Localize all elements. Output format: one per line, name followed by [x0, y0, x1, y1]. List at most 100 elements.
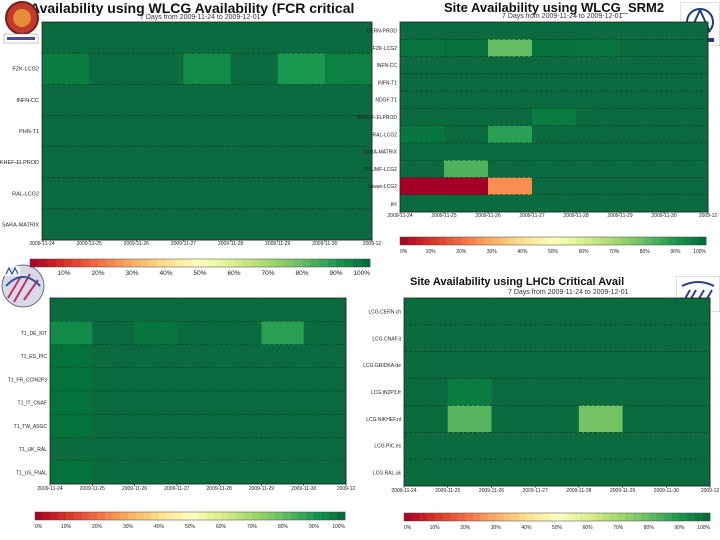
chart3-plot: T1_DE_KIT T1_ES_PIC T1_FR_CCIN2P3 T1_IT_CNA… — [8, 297, 355, 530]
chart3-cell-r3-c6 — [303, 367, 347, 392]
chart4-row-label: LCG.RAL.uk — [373, 471, 402, 477]
chart3-colorbar-label: 20% — [92, 524, 103, 530]
chart3-colorbar-segment — [228, 512, 237, 520]
chart3-cell-r0-c1 — [92, 298, 135, 322]
chart4-colorbar-segment — [618, 513, 627, 521]
chart1-colorbar-segment — [259, 259, 269, 267]
chart4-cell-r1-c6 — [666, 324, 711, 353]
chart3-cell-r3-c3 — [176, 367, 220, 392]
chart1-colorbar-label: 60% — [227, 270, 240, 277]
chart4-cell-r6-c5 — [622, 459, 667, 487]
chart2-cell-r4-c6 — [664, 91, 709, 109]
chart1-cell-r3-c6 — [324, 115, 373, 147]
chart1-cell-r4-c0 — [42, 146, 90, 179]
chart1-row-label: SARA-MATRIX — [2, 222, 40, 228]
chart2-cell-r2-c6 — [664, 56, 709, 75]
chart1-colorbar-segment — [310, 259, 320, 267]
chart3-row-label: T1_DE_KIT — [21, 331, 47, 337]
chart2-x-tick-label: 2009-11-28 — [563, 213, 588, 219]
chart1-cell-r2-c2 — [136, 84, 184, 116]
chart2-colorbar-segment — [598, 237, 607, 245]
chart4-cell-r5-c6 — [666, 432, 711, 460]
chart3-cell-r2-c0 — [50, 344, 93, 369]
chart4-colorbar-label: 40% — [521, 525, 532, 531]
chart1-cell-r5-c2 — [136, 177, 184, 210]
chart1-x-tick-label: 2009-11-24 — [29, 241, 54, 247]
chart2-colorbar-segment — [629, 237, 638, 245]
chart3-row-label: T1_TW_ASGC — [14, 424, 48, 430]
chart1-cell-r3-c5 — [277, 115, 326, 147]
chart2-cell-r10-c5 — [620, 194, 665, 213]
chart1-colorbar-label: 40% — [159, 270, 172, 277]
chart3-colorbar-segment — [104, 512, 113, 520]
chart4-colorbar-segment — [557, 513, 565, 521]
chart4-plot: LCG.CERN.ch LCG.CNAF.it LCG.GRIDKA.de LCG.I… — [363, 297, 719, 531]
chart3-cell-r1-c6 — [303, 321, 347, 345]
chart3-frame — [49, 297, 347, 485]
chart2-colorbar-segment — [591, 237, 600, 245]
chart4-cell-r5-c1 — [447, 432, 492, 460]
chart2-x-tick-label: 2009-12 — [699, 213, 718, 219]
chart3-cell-r5-c6 — [303, 414, 347, 438]
chart2-cell-r4-c0 — [400, 91, 445, 109]
chart1-cell-r6-c2 — [136, 208, 184, 241]
chart2-x-tick-label: 2009-11-26 — [475, 213, 500, 219]
chart3-colorbar-segment — [190, 512, 199, 520]
chart2-frame — [399, 21, 709, 213]
chart2-cell-r0-c3 — [532, 22, 577, 40]
chart2-cell-r7-c4 — [576, 142, 621, 161]
chart3-colorbar-segment — [128, 512, 137, 520]
chart3-colorbar-segment — [275, 512, 284, 520]
chart2-cell-r10-c6 — [664, 194, 709, 213]
chart2-cell-r8-c6 — [664, 160, 709, 178]
chart2-colorbar-label: 10% — [426, 249, 437, 255]
chart2-colorbar-label: 0% — [400, 249, 408, 255]
chart2-cell-r3-c4 — [576, 73, 621, 92]
chart3-colorbar-label: 40% — [154, 524, 165, 530]
chart3-cell-r2-c1 — [92, 344, 135, 369]
chart2-colorbar-segment — [522, 237, 531, 245]
chart1-colorbar-segment — [353, 259, 362, 267]
chart2-row-label: TRIUMF-LCG2 — [363, 167, 397, 173]
chart2-colorbar-label: 80% — [640, 249, 651, 255]
chart1-cell-r4-c2 — [136, 146, 184, 179]
chart1-cell-r6-c6 — [324, 208, 373, 241]
chart2-colorbar-segment — [407, 237, 416, 245]
chart2-row-label: INFN-T1 — [378, 80, 397, 86]
chart1-cell-r6-c5 — [277, 208, 326, 241]
chart2-colorbar-segment — [560, 237, 569, 245]
chart4-row-label: LCG.GRIDKA.de — [363, 363, 401, 369]
chart2-row-label: Taiwan-LCG2 — [367, 184, 398, 190]
chart4-colorbar-segment — [449, 513, 458, 521]
chart3-cell-r4-c1 — [92, 391, 135, 415]
chart1-colorbar-segment — [157, 259, 167, 267]
chart3-colorbar-segment — [159, 512, 168, 520]
chart4-colorbar-segment — [541, 513, 550, 521]
chart3-x-tick-label: 2009-11-26 — [122, 486, 147, 492]
chart1-cell-r5-c6 — [324, 177, 373, 210]
chart4-colorbar-label: 100% — [697, 525, 710, 531]
chart4-cell-r6-c4 — [578, 459, 623, 487]
chart2-cell-r3-c1 — [444, 73, 489, 92]
chart3-cell-r4-c2 — [134, 391, 178, 415]
chart2-colorbar-segment — [667, 237, 676, 245]
chart1-cell-r2-c5 — [277, 84, 326, 116]
chart3-cell-r3-c0 — [50, 367, 93, 392]
chart1-colorbar-segment — [208, 259, 218, 267]
chart3-cell-r1-c0 — [50, 321, 93, 345]
chart2-row-label: CERN-PROD — [367, 29, 398, 35]
chart2-cell-r3-c0 — [400, 73, 445, 92]
chart1-colorbar-segment — [225, 259, 235, 267]
chart3-row-label: T1_IT_CNAF — [18, 401, 47, 407]
chart4-colorbar-segment — [503, 513, 512, 521]
chart3-row-label: T1_ES_PIC — [21, 354, 48, 360]
chart3-cell-r7-c1 — [92, 460, 135, 485]
chart1-colorbar-segment — [132, 259, 141, 267]
chart2-colorbar-segment — [484, 237, 493, 245]
chart2-cell-r6-c6 — [664, 125, 709, 144]
chart1-colorbar-segment — [55, 259, 65, 267]
chart3-colorbar-segment — [314, 512, 323, 520]
chart2-colorbar-segment — [476, 237, 485, 245]
chart4-cell-r5-c4 — [578, 432, 623, 460]
chart3-x-tick-label: 2009-11-28 — [207, 486, 232, 492]
